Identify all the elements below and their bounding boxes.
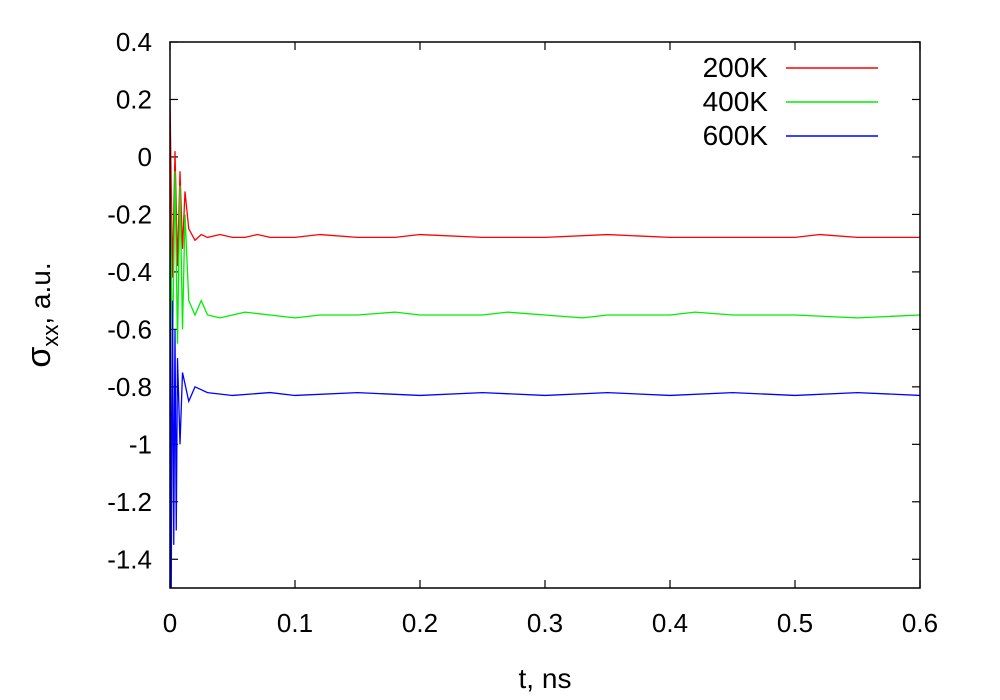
y-tick-label: -0.8 xyxy=(107,372,152,402)
plot-frame xyxy=(169,41,921,589)
legend-label: 600K xyxy=(703,120,769,151)
y-tick-label: -0.4 xyxy=(107,257,152,287)
series-line-1 xyxy=(170,99,920,278)
y-tick-label: -1.2 xyxy=(107,487,152,517)
legend-label: 200K xyxy=(703,52,769,83)
series-line-3 xyxy=(170,185,920,588)
x-axis-ticks: 0 0.1 0.2 0.3 0.4 0.5 0.6 xyxy=(163,42,938,638)
x-tick-label: 0.4 xyxy=(652,608,688,638)
y-axis-label-symbol: σ xyxy=(20,347,58,368)
y-tick-label: -1 xyxy=(129,429,152,459)
y-tick-label: -1.4 xyxy=(107,544,152,574)
legend-label: 400K xyxy=(703,86,769,117)
y-axis-label-suffix: , a.u. xyxy=(25,262,56,324)
y-axis-label-subscript: xx xyxy=(38,325,63,347)
y-axis-label: σxx, a.u. xyxy=(20,262,63,367)
x-tick-label: 0.2 xyxy=(402,608,438,638)
y-tick-label: 0.2 xyxy=(116,84,152,114)
y-tick-label: 0.4 xyxy=(116,27,152,57)
series-lines xyxy=(170,99,920,588)
x-tick-label: 0.6 xyxy=(902,608,938,638)
y-axis-ticks: 0.4 0.2 0 -0.2 -0.4 -0.6 -0.8 -1 -1.2 -1.4 xyxy=(107,27,920,574)
x-tick-label: 0.3 xyxy=(527,608,563,638)
y-tick-label: -0.6 xyxy=(107,314,152,344)
x-tick-label: 0.1 xyxy=(277,608,313,638)
series-line-2 xyxy=(170,171,920,359)
x-axis-label: t, ns xyxy=(519,663,572,694)
x-tick-label: 0 xyxy=(163,608,177,638)
y-tick-label: 0 xyxy=(138,142,152,172)
x-tick-label: 0.5 xyxy=(777,608,813,638)
y-tick-label: -0.2 xyxy=(107,199,152,229)
